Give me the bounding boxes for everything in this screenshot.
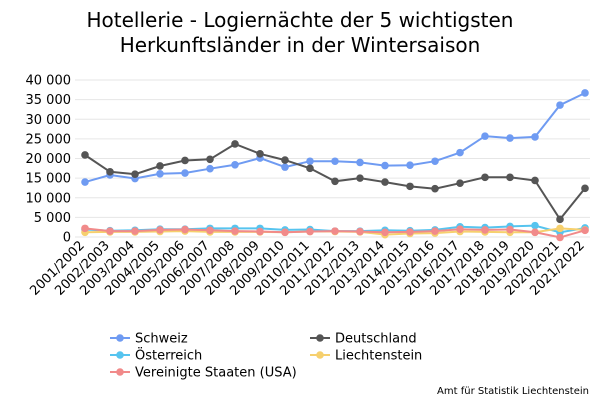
legend-label: Österreich	[135, 347, 202, 364]
data-point	[181, 156, 189, 165]
data-point	[206, 164, 214, 173]
data-point	[581, 226, 589, 235]
legend-label: Deutschland	[335, 332, 417, 347]
data-point	[531, 133, 539, 141]
y-tick-label: 25 000	[26, 132, 72, 147]
legend-label: Liechtenstein	[335, 349, 422, 364]
y-tick-label: 40 000	[26, 74, 72, 89]
legend-marker	[116, 351, 124, 359]
data-point	[81, 151, 89, 159]
data-point	[281, 163, 289, 171]
data-point	[256, 227, 264, 236]
data-point	[156, 162, 164, 170]
legend-marker	[316, 334, 324, 342]
data-point	[406, 161, 414, 169]
legend-item: Vereinigte Staaten (USA)	[110, 366, 297, 381]
data-point	[481, 173, 489, 182]
y-tick-label: 30 000	[26, 113, 72, 128]
data-point	[456, 225, 464, 233]
data-point	[231, 227, 239, 235]
x-axis-ticks: 2001/20022002/20032003/20042004/20052005…	[27, 238, 588, 299]
y-tick-label: 5 000	[34, 211, 71, 226]
chart-title-line: Hotellerie - Logiernächte der 5 wichtigs…	[86, 8, 513, 32]
y-tick-label: 10 000	[26, 191, 72, 206]
data-point	[531, 228, 539, 237]
data-point	[531, 176, 539, 185]
data-point	[506, 134, 514, 142]
data-point	[456, 179, 464, 188]
legend-item: Schweiz	[110, 332, 188, 347]
series-schweiz	[81, 89, 589, 186]
series-vereinigte-staaten-usa-	[81, 224, 589, 242]
data-point	[331, 227, 339, 235]
legend-marker	[116, 334, 124, 342]
data-point	[431, 157, 439, 166]
data-point	[331, 177, 339, 186]
source-note: Amt für Statistik Liechtenstein	[437, 386, 589, 397]
data-point	[156, 170, 164, 178]
data-point	[131, 170, 139, 178]
data-point	[481, 226, 489, 234]
y-tick-label: 35 000	[26, 93, 72, 108]
chart-title: Hotellerie - Logiernächte der 5 wichtigs…	[86, 8, 513, 57]
data-point	[431, 184, 439, 193]
data-point	[206, 155, 214, 164]
data-point	[406, 182, 414, 191]
data-point	[306, 227, 314, 236]
data-point	[331, 157, 339, 166]
data-point	[456, 148, 464, 157]
data-point	[556, 224, 564, 233]
series-group	[81, 89, 589, 242]
data-point	[231, 160, 239, 169]
data-point	[106, 168, 114, 176]
data-point	[581, 184, 589, 193]
y-tick-label: 20 000	[26, 152, 72, 167]
series-deutschland	[81, 140, 589, 224]
data-point	[381, 178, 389, 186]
data-point	[181, 225, 189, 234]
legend-item: Österreich	[110, 347, 202, 364]
legend-label: Schweiz	[135, 332, 188, 347]
data-point	[381, 161, 389, 170]
data-point	[256, 149, 264, 158]
data-point	[156, 226, 164, 234]
legend-item: Deutschland	[310, 332, 417, 347]
data-point	[231, 140, 239, 148]
legend-label: Vereinigte Staaten (USA)	[135, 366, 297, 381]
data-point	[531, 221, 539, 230]
data-point	[556, 233, 564, 242]
data-point	[181, 169, 189, 177]
legend-marker	[116, 368, 124, 376]
y-tick-label: 15 000	[26, 172, 72, 187]
data-point	[356, 174, 364, 182]
legend: Schweiz Deutschland Österreich Liechtenstei…	[110, 332, 422, 381]
data-point	[306, 157, 314, 166]
data-point	[81, 224, 89, 233]
data-point	[406, 228, 414, 236]
legend-marker	[316, 351, 324, 359]
data-point	[556, 101, 564, 109]
data-point	[206, 226, 214, 235]
legend-item: Liechtenstein	[310, 349, 422, 364]
data-point	[306, 164, 314, 173]
data-point	[581, 89, 589, 97]
data-point	[81, 178, 89, 186]
data-point	[556, 215, 564, 224]
data-point	[381, 228, 389, 237]
data-point	[131, 227, 139, 235]
y-axis-ticks: 0 5 000 10 000 15 000 20 000 25 000 30 000 35 0…	[26, 74, 72, 246]
data-point	[481, 132, 489, 140]
data-point	[506, 225, 514, 234]
chart-title-line: Herkunftsländer in der Wintersaison	[120, 33, 481, 57]
y-tick-label: 0	[63, 231, 71, 246]
data-point	[281, 228, 289, 237]
data-point	[356, 227, 364, 236]
data-point	[281, 156, 289, 164]
data-point	[431, 227, 439, 235]
data-point	[356, 158, 364, 167]
data-point	[506, 173, 514, 182]
data-point	[106, 227, 114, 235]
